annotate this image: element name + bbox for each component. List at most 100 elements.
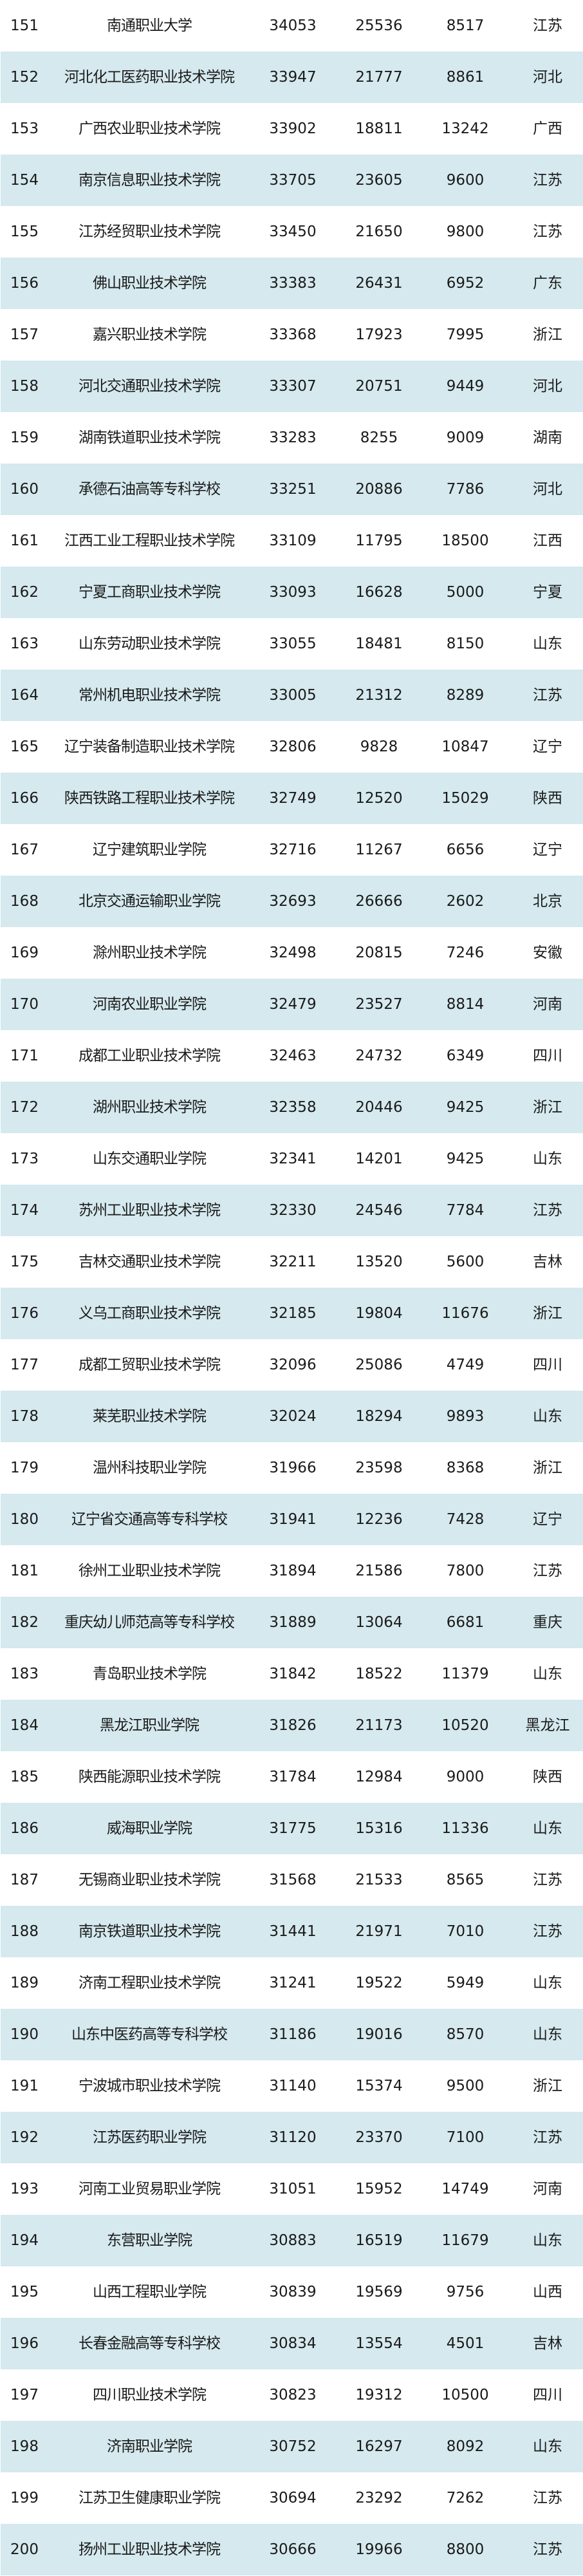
province-cell: 浙江 <box>533 1460 562 1476</box>
rank-cell: 171 <box>10 1048 39 1064</box>
value-3-cell: 8861 <box>446 69 485 86</box>
table-row: 189 济南工程职业技术学院 31241 19522 5949 山东 <box>1 1957 583 2009</box>
value-3-cell: 11676 <box>441 1305 489 1322</box>
value-1-cell: 31140 <box>269 2078 317 2094</box>
value-3-cell: 8517 <box>446 17 485 34</box>
value-3-cell: 11336 <box>441 1820 489 1837</box>
school-name-cell: 江西工业工程职业技术学院 <box>64 532 235 549</box>
value-2-cell: 21586 <box>355 1563 403 1579</box>
province-cell: 河南 <box>533 996 562 1013</box>
table-row: 178 莱芜职业技术学院 32024 18294 9893 山东 <box>1 1391 583 1442</box>
province-cell: 江苏 <box>533 1923 562 1940</box>
table-row: 158 河北交通职业技术学院 33307 20751 9449 河北 <box>1 361 583 412</box>
value-1-cell: 31775 <box>269 1820 317 1837</box>
rank-cell: 178 <box>10 1408 39 1425</box>
rank-cell: 182 <box>10 1614 39 1631</box>
table-row: 192 江苏医药职业学院 31120 23370 7100 江苏 <box>1 2112 583 2163</box>
province-cell: 山东 <box>533 1151 562 1167</box>
school-name-cell: 宁夏工商职业技术学院 <box>79 584 221 601</box>
province-cell: 江苏 <box>533 17 562 34</box>
value-3-cell: 9425 <box>446 1099 485 1116</box>
school-name-cell: 江苏经贸职业技术学院 <box>79 223 221 240</box>
value-1-cell: 32498 <box>269 945 317 961</box>
table-row: 165 辽宁装备制造职业技术学院 32806 9828 10847 辽宁 <box>1 721 583 773</box>
value-3-cell: 6952 <box>446 275 485 292</box>
value-3-cell: 10847 <box>441 738 489 755</box>
table-row: 153 广西农业职业技术学院 33902 18811 13242 广西 <box>1 103 583 155</box>
value-1-cell: 33005 <box>269 687 317 704</box>
table-row: 200 扬州工业职业技术学院 30666 19966 8800 江苏 <box>1 2524 583 2575</box>
value-3-cell: 2602 <box>446 893 485 910</box>
value-1-cell: 32211 <box>269 1254 317 1270</box>
value-1-cell: 33705 <box>269 172 317 189</box>
school-name-cell: 无锡商业职业技术学院 <box>79 1872 221 1888</box>
province-cell: 河南 <box>533 2181 562 2197</box>
value-2-cell: 23598 <box>355 1460 403 1476</box>
value-1-cell: 30839 <box>269 2284 317 2300</box>
table-row: 191 宁波城市职业技术学院 31140 15374 9500 浙江 <box>1 2060 583 2112</box>
rank-cell: 158 <box>10 378 39 395</box>
value-3-cell: 10520 <box>441 1717 489 1734</box>
value-3-cell: 7246 <box>446 945 485 961</box>
table-row: 198 济南职业学院 30752 16297 8092 山东 <box>1 2421 583 2472</box>
value-2-cell: 12520 <box>355 790 403 807</box>
province-cell: 广东 <box>533 275 562 292</box>
province-cell: 广西 <box>533 120 562 137</box>
table-row: 155 江苏经贸职业技术学院 33450 21650 9800 江苏 <box>1 206 583 258</box>
school-name-cell: 温州科技职业学院 <box>93 1460 207 1476</box>
table-row: 194 东营职业学院 30883 16519 11679 山东 <box>1 2215 583 2266</box>
value-3-cell: 11379 <box>441 1666 489 1682</box>
value-1-cell: 33109 <box>269 532 317 549</box>
province-cell: 河北 <box>533 481 562 498</box>
value-1-cell: 34053 <box>269 17 317 34</box>
value-1-cell: 31826 <box>269 1717 317 1734</box>
value-2-cell: 13554 <box>355 2335 403 2352</box>
school-name-cell: 济南工程职业技术学院 <box>79 1975 221 1991</box>
table-row: 197 四川职业技术学院 30823 19312 10500 四川 <box>1 2369 583 2421</box>
value-1-cell: 33383 <box>269 275 317 292</box>
rank-cell: 181 <box>10 1563 39 1579</box>
school-name-cell: 山东交通职业学院 <box>93 1151 207 1167</box>
school-name-cell: 长春金融高等专科学校 <box>79 2335 221 2352</box>
value-3-cell: 10500 <box>441 2387 489 2403</box>
table-row: 164 常州机电职业技术学院 33005 21312 8289 江苏 <box>1 670 583 721</box>
value-3-cell: 4501 <box>446 2335 485 2352</box>
rank-cell: 194 <box>10 2232 39 2249</box>
school-name-cell: 义乌工商职业技术学院 <box>79 1305 221 1322</box>
province-cell: 江苏 <box>533 687 562 704</box>
table-row: 180 辽宁省交通高等专科学校 31941 12236 7428 辽宁 <box>1 1494 583 1545</box>
rank-cell: 192 <box>10 2129 39 2146</box>
value-2-cell: 19966 <box>355 2541 403 2558</box>
value-2-cell: 19522 <box>355 1975 403 1991</box>
value-2-cell: 21650 <box>355 223 403 240</box>
school-name-cell: 滁州职业技术学院 <box>93 945 207 961</box>
value-1-cell: 31051 <box>269 2181 317 2197</box>
rank-cell: 160 <box>10 481 39 498</box>
value-1-cell: 32330 <box>269 1202 317 1219</box>
value-2-cell: 8255 <box>360 429 398 446</box>
rank-cell: 155 <box>10 223 39 240</box>
rank-cell: 154 <box>10 172 39 189</box>
province-cell: 江西 <box>533 532 562 549</box>
value-2-cell: 26431 <box>355 275 403 292</box>
province-cell: 北京 <box>533 893 562 910</box>
value-1-cell: 32749 <box>269 790 317 807</box>
value-1-cell: 32358 <box>269 1099 317 1116</box>
value-2-cell: 13520 <box>355 1254 403 1270</box>
value-3-cell: 18500 <box>441 532 489 549</box>
value-2-cell: 23605 <box>355 172 403 189</box>
rank-cell: 179 <box>10 1460 39 1476</box>
table-row: 159 湖南铁道职业技术学院 33283 8255 9009 湖南 <box>1 412 583 464</box>
value-3-cell: 5949 <box>446 1975 485 1991</box>
value-1-cell: 31441 <box>269 1923 317 1940</box>
school-name-cell: 南京铁道职业技术学院 <box>79 1923 221 1940</box>
province-cell: 重庆 <box>533 1614 562 1631</box>
value-2-cell: 18481 <box>355 635 403 652</box>
value-3-cell: 6656 <box>446 841 485 858</box>
value-2-cell: 21971 <box>355 1923 403 1940</box>
province-cell: 江苏 <box>533 172 562 189</box>
value-1-cell: 32024 <box>269 1408 317 1425</box>
province-cell: 辽宁 <box>533 1511 562 1528</box>
value-2-cell: 15952 <box>355 2181 403 2197</box>
value-2-cell: 18294 <box>355 1408 403 1425</box>
